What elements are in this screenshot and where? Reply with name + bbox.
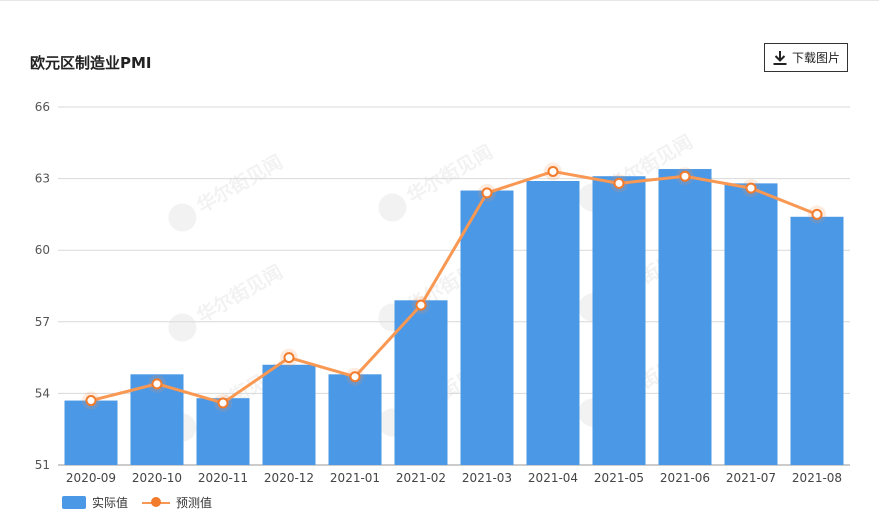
x-tick-label: 2020-09 [66, 471, 116, 485]
line-point [613, 177, 625, 189]
watermark-logo [378, 193, 407, 222]
x-tick-label: 2020-11 [198, 471, 248, 485]
line-point [85, 395, 97, 407]
download-image-label: 下载图片 [791, 51, 840, 65]
legend-label-forecast: 预测值 [176, 496, 213, 510]
chart-title: 欧元区制造业PMI [30, 54, 152, 72]
x-tick-label: 2020-12 [264, 471, 314, 485]
bar [790, 216, 844, 465]
y-tick-label: 51 [35, 458, 50, 472]
x-tick-label: 2020-10 [132, 471, 182, 485]
line-point [811, 208, 823, 220]
y-tick-label: 60 [35, 243, 50, 257]
bar [724, 183, 778, 465]
line-point [481, 187, 493, 199]
line-point [283, 352, 295, 364]
x-tick-label: 2021-04 [528, 471, 578, 485]
watermark: 华尔街见闻 [168, 150, 287, 232]
watermark-text: 华尔街见闻 [193, 150, 287, 217]
download-icon [773, 50, 787, 65]
x-tick-label: 2021-02 [396, 471, 446, 485]
y-tick-label: 54 [35, 386, 50, 400]
line-point [679, 170, 691, 182]
bar [328, 374, 382, 465]
watermark-logo [168, 203, 197, 232]
line-point [151, 378, 163, 390]
top-divider [0, 0, 879, 1]
y-tick-label: 66 [35, 100, 50, 114]
x-tick-label: 2021-05 [594, 471, 644, 485]
watermark-text: 华尔街见闻 [193, 260, 287, 327]
bar [592, 176, 646, 466]
x-tick-label: 2021-06 [660, 471, 710, 485]
bar [526, 180, 580, 465]
legend-swatch-line [142, 496, 171, 509]
legend: 实际值 预测值 [62, 494, 226, 511]
legend-item-forecast[interactable]: 预测值 [142, 494, 212, 511]
bar [394, 300, 448, 465]
bar [64, 400, 118, 465]
line-series [82, 162, 826, 412]
x-tick-label: 2021-08 [792, 471, 842, 485]
x-tick-label: 2021-07 [726, 471, 776, 485]
bar [460, 190, 514, 466]
watermark: 华尔街见闻 [168, 260, 287, 342]
line-point [349, 371, 361, 383]
y-axis: 51 54 57 60 63 66 [35, 100, 50, 472]
download-image-button[interactable]: 下载图片 [764, 43, 848, 72]
line-point [745, 182, 757, 194]
bar-series [64, 169, 844, 466]
bar [196, 398, 250, 465]
watermark-logo [168, 313, 197, 342]
y-tick-label: 57 [35, 315, 50, 329]
bar [658, 169, 712, 465]
y-tick-label: 63 [35, 172, 50, 186]
x-tick-label: 2021-03 [462, 471, 512, 485]
x-axis: 2020-09 2020-10 2020-11 2020-12 2021-01 2021-… [66, 471, 842, 485]
legend-swatch-bar [62, 496, 86, 509]
x-tick-label: 2021-01 [330, 471, 380, 485]
bar [262, 364, 316, 465]
line-point [415, 299, 427, 311]
line-point [217, 397, 229, 409]
legend-item-actual[interactable]: 实际值 [62, 494, 128, 511]
forecast-line [90, 169, 818, 405]
line-point [547, 165, 559, 177]
legend-label-actual: 实际值 [92, 496, 129, 510]
